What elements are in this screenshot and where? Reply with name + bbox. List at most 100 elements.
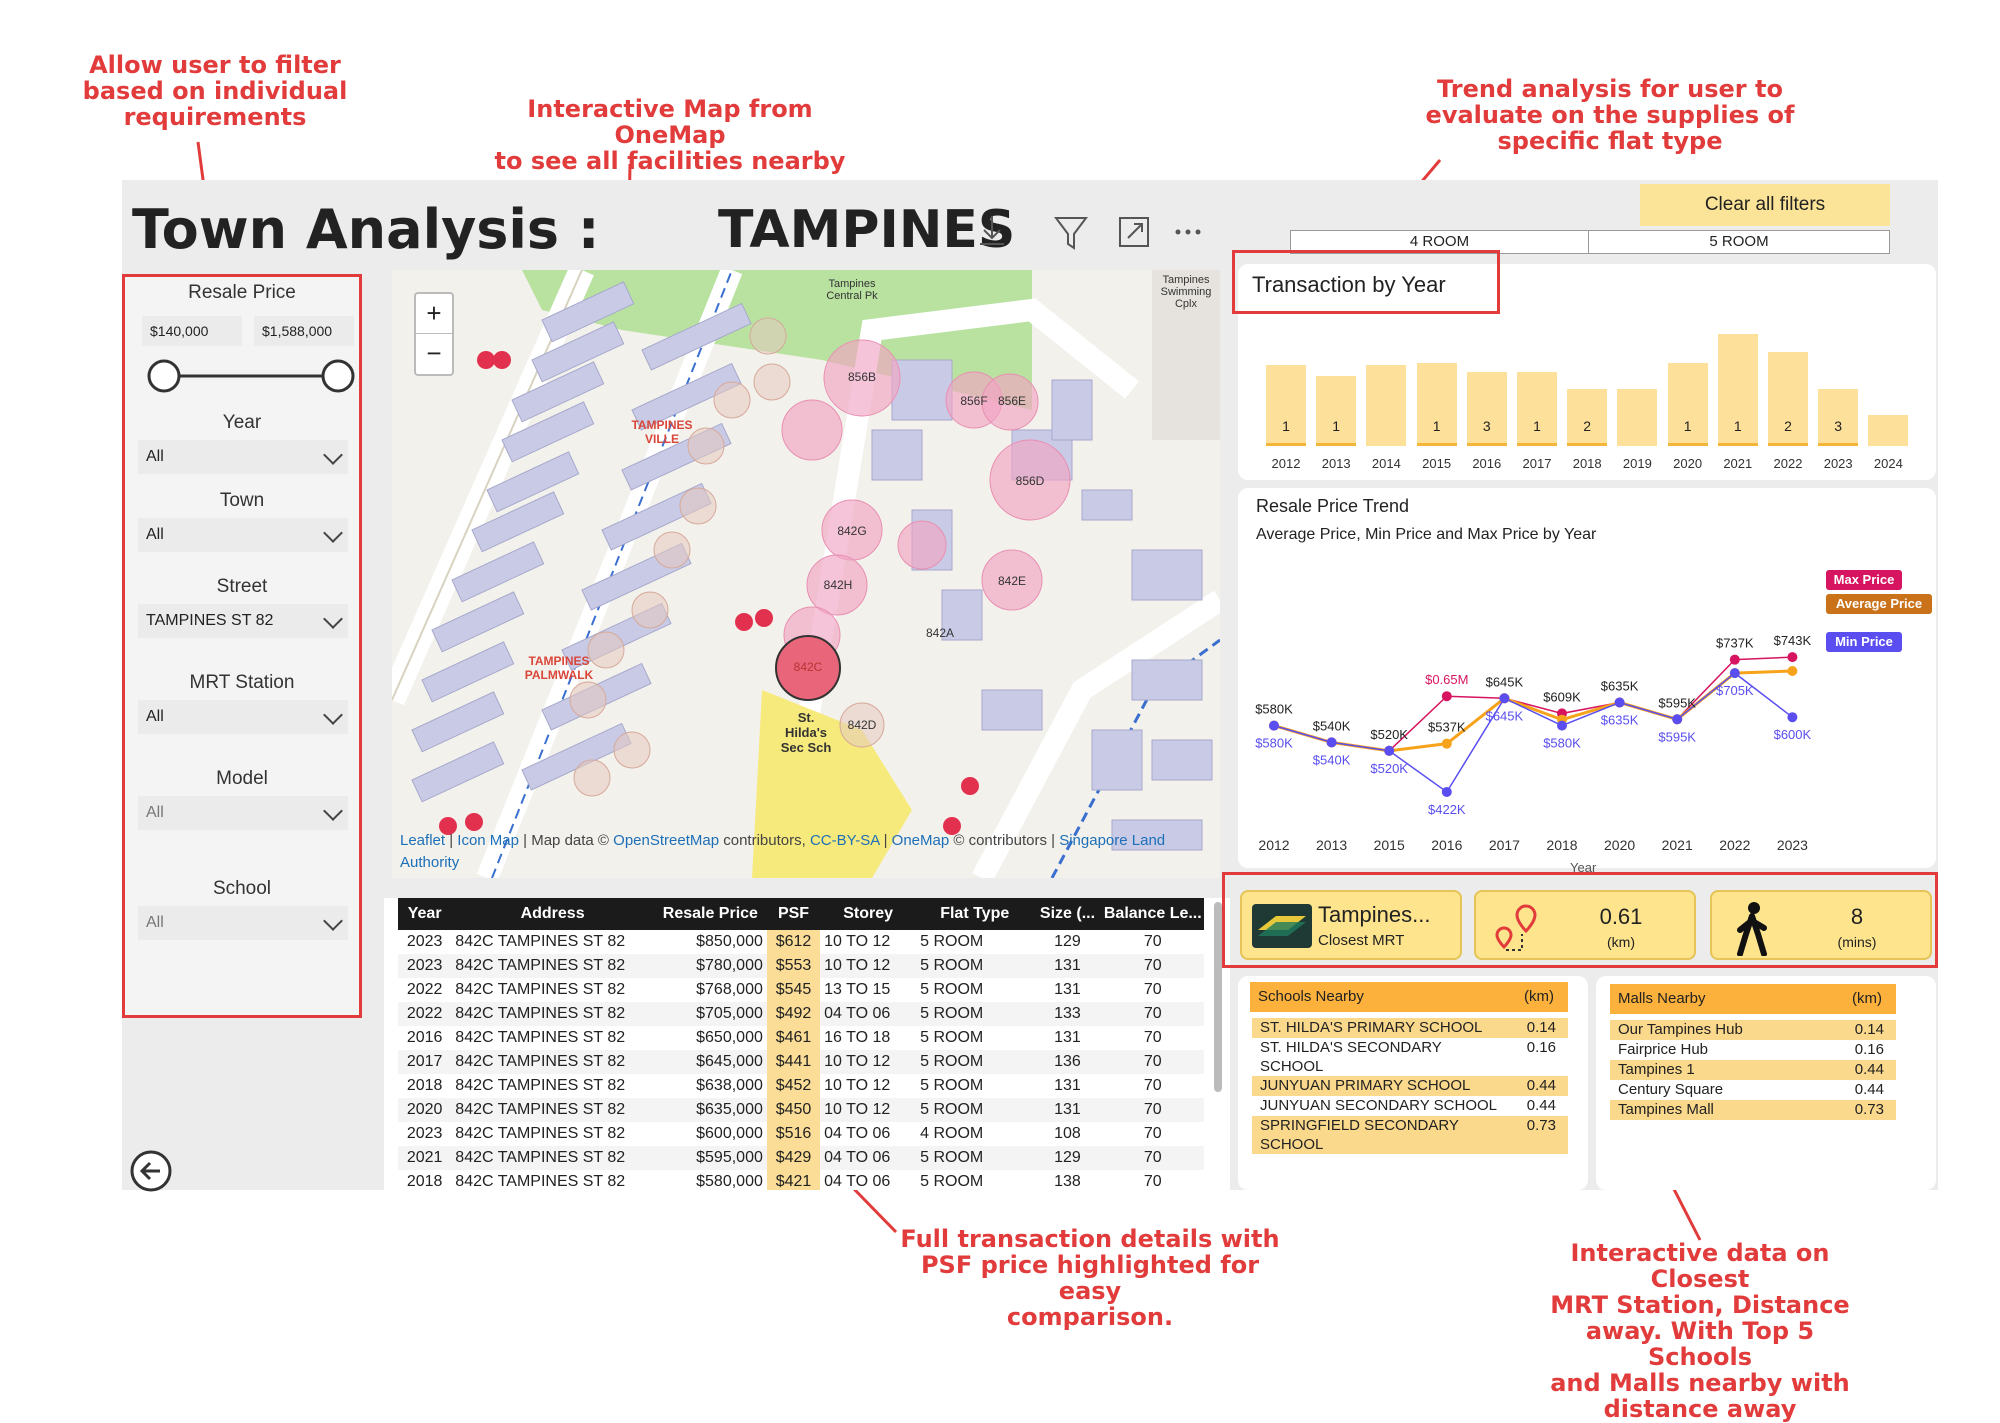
annotation-line: Trend analysis for user to [1437, 75, 1783, 103]
leaflet-link[interactable]: Leaflet [400, 832, 446, 849]
legend-min-price[interactable]: Min Price [1826, 632, 1902, 652]
tab-5-room[interactable]: 5 ROOM [1709, 233, 1769, 250]
annotation-line: away. With Top 5 Schools [1585, 1317, 1815, 1371]
table-row[interactable]: 2022 842C TAMPINES ST 82 $768,000 $545 13 TO… [398, 978, 1204, 1002]
table-row[interactable]: 2023 842C TAMPINES ST 82 $850,000 $612 10 TO… [398, 930, 1204, 954]
transaction-bar-label: 1 [1282, 418, 1290, 434]
table-row[interactable]: 2022 842C TAMPINES ST 82 $705,000 $492 04 TO… [398, 1002, 1204, 1026]
osm-link[interactable]: OpenStreetMap [613, 832, 720, 849]
onemap-map[interactable]: TAMPINES VILLE TAMPINES PALMWALK St. Hil… [392, 270, 1220, 878]
annotation-line: Interactive data on Closest [1570, 1239, 1830, 1293]
col-resale-price[interactable]: Resale Price [653, 898, 767, 930]
zoom-in-button[interactable]: + [416, 294, 452, 334]
price-min-input[interactable]: $140,000 [142, 316, 242, 346]
transaction-bar[interactable] [1768, 352, 1808, 446]
malls-distance: 0.44 [1854, 1061, 1884, 1078]
col-balance-lease[interactable]: Balance Le... [1101, 898, 1204, 930]
map-label-842c: 842C [793, 660, 823, 674]
table-cell: 70 [1101, 1002, 1204, 1026]
schools-name: ST. HILDA'S PRIMARY SCHOOL [1260, 1019, 1483, 1036]
legend-max-price[interactable]: Max Price [1826, 570, 1902, 590]
schools-header[interactable]: Schools Nearby (km) [1250, 982, 1568, 1012]
map-attribution: Leaflet | Icon Map | Map data © OpenStre… [400, 830, 1210, 874]
table-cell: 2023 [398, 954, 452, 978]
table-row[interactable]: 2023 842C TAMPINES ST 82 $780,000 $553 10 TO… [398, 954, 1204, 978]
price-range-slider[interactable] [140, 356, 360, 396]
transaction-bar[interactable] [1818, 388, 1859, 446]
malls-row[interactable]: Fairprice Hub 0.16 [1610, 1040, 1896, 1060]
malls-row[interactable]: Tampines Mall 0.73 [1610, 1100, 1896, 1120]
col-storey[interactable]: Storey [820, 898, 917, 930]
onemap-link[interactable]: OneMap [891, 832, 950, 849]
annotation-line: PSF price highlighted for easy [920, 1251, 1260, 1305]
series-point-min [1557, 720, 1567, 731]
table-cell: 16 TO 18 [824, 1029, 891, 1046]
table-cell: $850,000 [696, 933, 763, 950]
transaction-bar[interactable] [1517, 371, 1557, 446]
annotation-trend: Trend analysis for user to evaluate on t… [1420, 76, 1800, 154]
transaction-bar-base [1717, 443, 1758, 446]
transaction-year-label: 2021 [1723, 456, 1753, 471]
mrt-select-value: All [146, 708, 164, 725]
schools-row[interactable]: JUNYUAN SECONDARY SCHOOL 0.44 [1252, 1096, 1568, 1116]
map-label-tampines-palmwalk: TAMPINES PALMWALK [524, 654, 594, 682]
icon-map-link[interactable]: Icon Map [457, 832, 519, 849]
closest-mrt-card[interactable]: Tampines... Closest MRT [1240, 890, 1462, 960]
mrt-select[interactable]: All [138, 700, 348, 734]
back-arrow-icon[interactable] [128, 1148, 174, 1194]
transaction-bar[interactable] [1567, 388, 1608, 446]
transaction-bar[interactable] [1868, 414, 1909, 446]
schools-row[interactable]: JUNYUAN PRIMARY SCHOOL 0.44 [1252, 1076, 1568, 1096]
transaction-bar[interactable] [1617, 388, 1658, 446]
year-select[interactable]: All [138, 440, 348, 474]
table-row[interactable]: 2018 842C TAMPINES ST 82 $638,000 $452 10 TO… [398, 1074, 1204, 1098]
transaction-bar[interactable] [1466, 371, 1507, 446]
tab-4-room[interactable]: 4 ROOM [1291, 231, 1589, 253]
table-cell: 2022 [406, 981, 443, 998]
transaction-bar-base [1768, 443, 1808, 446]
clear-filters-button[interactable]: Clear all filters [1640, 184, 1890, 226]
school-select[interactable]: All [138, 906, 348, 940]
map-label-central-park: Tampines Central Pk [826, 278, 878, 302]
transaction-bar[interactable] [1366, 365, 1407, 446]
schools-row[interactable]: ST. HILDA'S SECONDARY SCHOOL 0.16 [1252, 1038, 1568, 1076]
col-psf[interactable]: PSF [766, 898, 821, 930]
chevron-down-icon [323, 801, 343, 821]
transaction-bar[interactable] [1266, 365, 1306, 446]
table-cell: 5 ROOM [920, 1077, 984, 1094]
malls-header[interactable]: Malls Nearby (km) [1610, 984, 1896, 1014]
table-row[interactable]: 2020 842C TAMPINES ST 82 $635,000 $450 10 TO… [398, 1098, 1204, 1122]
transaction-bar[interactable] [1717, 334, 1758, 446]
walk-time-unit: (mins) [1837, 934, 1877, 950]
zoom-out-button[interactable]: − [426, 338, 442, 368]
table-row[interactable]: 2017 842C TAMPINES ST 82 $645,000 $441 10 TO… [398, 1050, 1204, 1074]
col-address[interactable]: Address [451, 898, 654, 930]
table-cell: 842C TAMPINES ST 82 [451, 1146, 654, 1170]
mrt-walk-time-card[interactable]: 8 (mins) [1710, 890, 1932, 960]
malls-row[interactable]: Tampines 1 0.44 [1610, 1060, 1896, 1080]
schools-row[interactable]: ST. HILDA'S PRIMARY SCHOOL 0.14 [1252, 1018, 1568, 1038]
table-row[interactable]: 2023 842C TAMPINES ST 82 $600,000 $516 04 TO… [398, 1122, 1204, 1146]
table-cell: $645,000 [653, 1050, 767, 1074]
model-select[interactable]: All [138, 796, 348, 830]
transaction-bar[interactable] [1416, 362, 1457, 446]
col-size[interactable]: Size (... [1033, 898, 1102, 930]
street-select[interactable]: TAMPINES ST 82 [138, 604, 348, 638]
mrt-distance-card[interactable]: 0.61 (km) [1474, 890, 1696, 960]
transaction-bar[interactable] [1316, 375, 1357, 446]
schools-row[interactable]: SPRINGFIELD SECONDARY SCHOOL 0.73 [1252, 1116, 1568, 1154]
legend-average-price[interactable]: Average Price [1826, 594, 1932, 614]
malls-row[interactable]: Century Square 0.44 [1610, 1080, 1896, 1100]
col-flat-type[interactable]: Flat Type [916, 898, 1034, 930]
sla-link[interactable]: Singapore Land Authority [400, 832, 1166, 871]
price-max-input[interactable]: $1,588,000 [254, 316, 354, 346]
malls-row[interactable]: Our Tampines Hub 0.14 [1610, 1020, 1896, 1040]
town-select[interactable]: All [138, 518, 348, 552]
transaction-bar[interactable] [1667, 362, 1708, 446]
table-row[interactable]: 2018 842C TAMPINES ST 82 $580,000 $421 04 TO… [398, 1170, 1204, 1190]
col-year[interactable]: Year [398, 898, 452, 930]
table-row[interactable]: 2021 842C TAMPINES ST 82 $595,000 $429 04 TO… [398, 1146, 1204, 1170]
table-row[interactable]: 2016 842C TAMPINES ST 82 $650,000 $461 16 TO… [398, 1026, 1204, 1050]
cc-by-sa-link[interactable]: CC-BY-SA [809, 832, 880, 849]
table-scrollbar[interactable] [1214, 902, 1222, 1092]
